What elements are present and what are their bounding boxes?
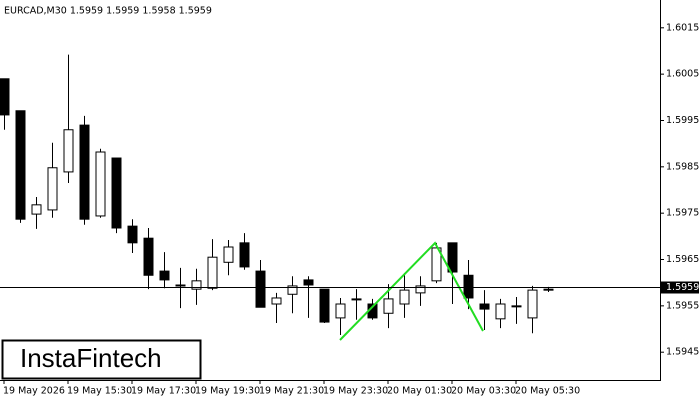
candle-body xyxy=(431,247,442,282)
y-tick-label: 1.5945 xyxy=(666,347,699,358)
y-tick-label: 1.5955 xyxy=(666,300,699,311)
candle-body xyxy=(15,110,26,220)
candle-body xyxy=(79,124,90,220)
candle-body xyxy=(95,151,106,217)
candle-body xyxy=(191,280,202,290)
candle-body xyxy=(255,270,266,308)
candle-body xyxy=(527,289,538,319)
y-tick-label: 1.5985 xyxy=(666,161,699,172)
candle-body xyxy=(47,167,58,211)
candle-body xyxy=(319,288,330,323)
candle-body xyxy=(31,204,42,215)
candle-body xyxy=(287,285,298,295)
x-tick-label: 19 May 15:30 xyxy=(67,386,132,397)
candle-body xyxy=(143,237,154,276)
candle-body xyxy=(239,242,250,268)
candle-body xyxy=(207,256,218,289)
candle-body xyxy=(447,242,458,273)
candle-body xyxy=(0,78,10,116)
x-tick-label: 19 May 2026 xyxy=(3,386,65,397)
chart-title: EURCAD,M30 1.5959 1.5959 1.5958 1.5959 xyxy=(4,6,212,17)
candle-body xyxy=(479,303,490,310)
x-tick-label: 20 May 05:30 xyxy=(515,386,580,397)
x-tick-label: 19 May 23:30 xyxy=(323,386,388,397)
last-price-box xyxy=(661,281,699,294)
candle-body xyxy=(335,303,346,319)
candle-body xyxy=(399,289,410,305)
candle-body xyxy=(223,246,234,263)
candle-body xyxy=(463,274,474,299)
candles xyxy=(0,54,554,336)
candle-body xyxy=(159,270,170,281)
candle-body xyxy=(303,279,314,286)
candle-body xyxy=(351,298,362,301)
candle-body xyxy=(175,284,186,287)
logo: InstaFintech xyxy=(20,343,162,373)
x-tick-label: 19 May 17:30 xyxy=(131,386,196,397)
logo-box xyxy=(1,339,202,380)
double-top-pattern xyxy=(339,241,484,341)
candle-body xyxy=(127,225,138,244)
candle-body xyxy=(271,297,282,305)
candle-body xyxy=(543,288,554,291)
candle-body xyxy=(383,298,394,314)
y-tick-label: 1.6005 xyxy=(666,69,699,80)
candle-body xyxy=(415,285,426,294)
candle-body xyxy=(111,157,122,229)
y-tick-label: 1.5965 xyxy=(666,254,699,265)
x-tick-label: 19 May 21:30 xyxy=(259,386,324,397)
candle-body xyxy=(511,305,522,308)
x-tick-label: 20 May 03:30 xyxy=(451,386,516,397)
last-price-label: 1.5959 xyxy=(666,282,699,293)
y-tick-label: 1.6015 xyxy=(666,22,699,33)
x-tick-label: 19 May 19:30 xyxy=(195,386,260,397)
y-tick-label: 1.5995 xyxy=(666,115,699,126)
candle-body xyxy=(63,129,74,173)
candle-body xyxy=(495,303,506,320)
x-tick-label: 20 May 01:30 xyxy=(387,386,452,397)
y-tick-label: 1.5975 xyxy=(666,208,699,219)
